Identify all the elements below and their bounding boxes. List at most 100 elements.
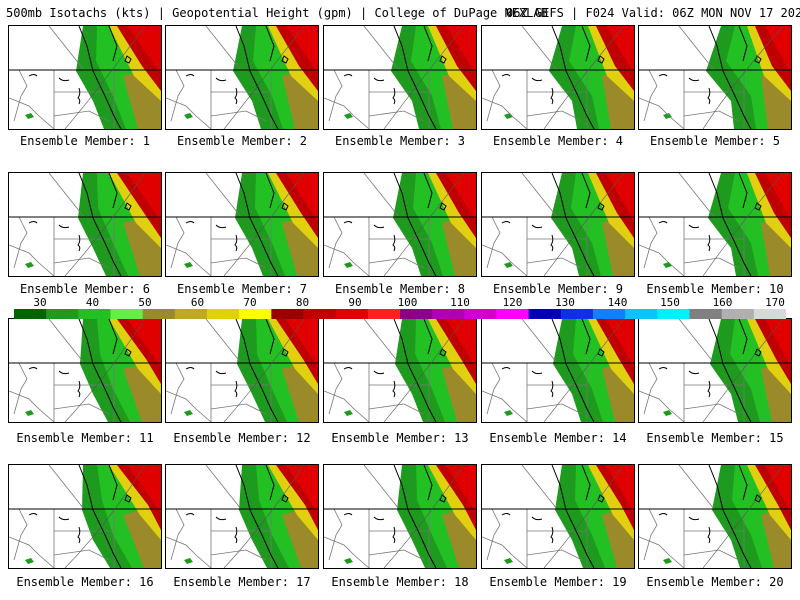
coastline bbox=[738, 319, 748, 355]
state-border bbox=[328, 508, 343, 561]
coastline bbox=[234, 87, 238, 105]
height-contour bbox=[383, 173, 465, 276]
isotach-band bbox=[446, 319, 476, 367]
coastline bbox=[392, 380, 396, 398]
ensemble-member-label: Ensemble Member: 11 bbox=[16, 431, 154, 445]
coastline bbox=[439, 202, 447, 211]
state-border bbox=[170, 69, 185, 122]
map-graphic bbox=[482, 173, 634, 276]
coastline bbox=[531, 77, 543, 82]
coastline bbox=[235, 465, 279, 568]
coastline bbox=[551, 173, 595, 276]
coastline bbox=[531, 224, 543, 229]
colorbar-segment bbox=[239, 309, 272, 319]
map-graphic bbox=[9, 319, 161, 422]
map-graphic bbox=[9, 465, 161, 568]
coastline bbox=[28, 221, 38, 224]
coastline bbox=[581, 319, 591, 355]
ensemble-member-map bbox=[481, 464, 635, 569]
coastline bbox=[185, 74, 195, 77]
colorbar-tick-label: 130 bbox=[555, 296, 575, 309]
isotach-band bbox=[765, 465, 791, 513]
colorbar-segment bbox=[303, 309, 337, 319]
isotach-speckle bbox=[184, 262, 193, 268]
height-contour bbox=[64, 465, 146, 568]
isotach-band bbox=[286, 465, 318, 513]
title-left: 500mb Isotachs (kts) | Geopotential Heig… bbox=[6, 6, 548, 20]
state-border bbox=[53, 549, 110, 561]
colorbar-segment bbox=[207, 309, 240, 319]
isotach-speckle bbox=[504, 410, 513, 416]
coastline bbox=[58, 516, 70, 521]
state-border bbox=[205, 26, 242, 71]
coastline bbox=[658, 221, 668, 224]
coastline bbox=[754, 55, 762, 64]
state-border bbox=[205, 319, 242, 364]
coastline bbox=[215, 516, 227, 521]
ensemble-member-map bbox=[638, 318, 792, 423]
coastline bbox=[265, 319, 275, 355]
coastline bbox=[393, 465, 437, 568]
colorbar-segment bbox=[110, 309, 144, 319]
isotach-band bbox=[127, 26, 161, 74]
state-border bbox=[48, 465, 85, 510]
map-graphic bbox=[166, 319, 318, 422]
state-border bbox=[486, 216, 501, 269]
coastline bbox=[531, 370, 543, 375]
colorbar-tick-labels: 30 40 50 60 70 80 90 100 110 120 130 140 150 160 170 bbox=[0, 296, 800, 309]
coastline bbox=[658, 74, 668, 77]
height-contour bbox=[223, 26, 305, 129]
state-border bbox=[210, 110, 267, 122]
isotach-colorbar bbox=[14, 309, 786, 319]
coastline bbox=[658, 367, 668, 370]
isotach-band bbox=[286, 319, 318, 367]
state-border bbox=[678, 173, 715, 218]
colorbar-segment bbox=[496, 309, 530, 319]
isotach-band bbox=[606, 465, 634, 513]
colorbar-tick-label: 50 bbox=[138, 296, 152, 309]
colorbar-segment bbox=[689, 309, 723, 319]
state-border bbox=[210, 549, 267, 561]
state-border bbox=[683, 549, 740, 561]
coastline bbox=[708, 173, 752, 276]
coastline bbox=[28, 74, 38, 77]
colorbar-tick-label: 70 bbox=[243, 296, 257, 309]
state-border bbox=[48, 26, 85, 71]
coastline bbox=[58, 77, 70, 82]
coastline bbox=[343, 221, 353, 224]
state-border bbox=[363, 26, 400, 71]
coastline bbox=[58, 370, 70, 375]
coastline bbox=[581, 26, 591, 62]
map-graphic bbox=[324, 173, 476, 276]
height-contour bbox=[383, 26, 465, 129]
height-contour bbox=[702, 173, 784, 276]
ensemble-member-map bbox=[8, 25, 162, 130]
isotach-speckle bbox=[184, 113, 193, 119]
state-border bbox=[683, 257, 740, 269]
colorbar-segment bbox=[46, 309, 79, 319]
coastline bbox=[265, 465, 275, 501]
state-border bbox=[526, 257, 583, 269]
coastline bbox=[281, 348, 289, 357]
state-border bbox=[328, 362, 343, 415]
state-border bbox=[53, 403, 110, 415]
coastline bbox=[439, 55, 447, 64]
coastline bbox=[550, 380, 554, 398]
coastline bbox=[124, 55, 132, 64]
coastline bbox=[281, 55, 289, 64]
state-border bbox=[363, 319, 400, 364]
coastline bbox=[707, 234, 711, 252]
coastline bbox=[688, 370, 700, 375]
coastline bbox=[551, 319, 595, 422]
coastline bbox=[754, 348, 762, 357]
isotach-speckle bbox=[25, 558, 34, 564]
coastline bbox=[78, 319, 122, 422]
coastline bbox=[373, 370, 385, 375]
ensemble-member-map bbox=[8, 172, 162, 277]
coastline bbox=[78, 26, 122, 129]
coastline bbox=[738, 26, 748, 62]
coastline bbox=[124, 202, 132, 211]
coastline bbox=[393, 319, 437, 422]
coastline bbox=[235, 319, 279, 422]
coastline bbox=[597, 202, 605, 211]
